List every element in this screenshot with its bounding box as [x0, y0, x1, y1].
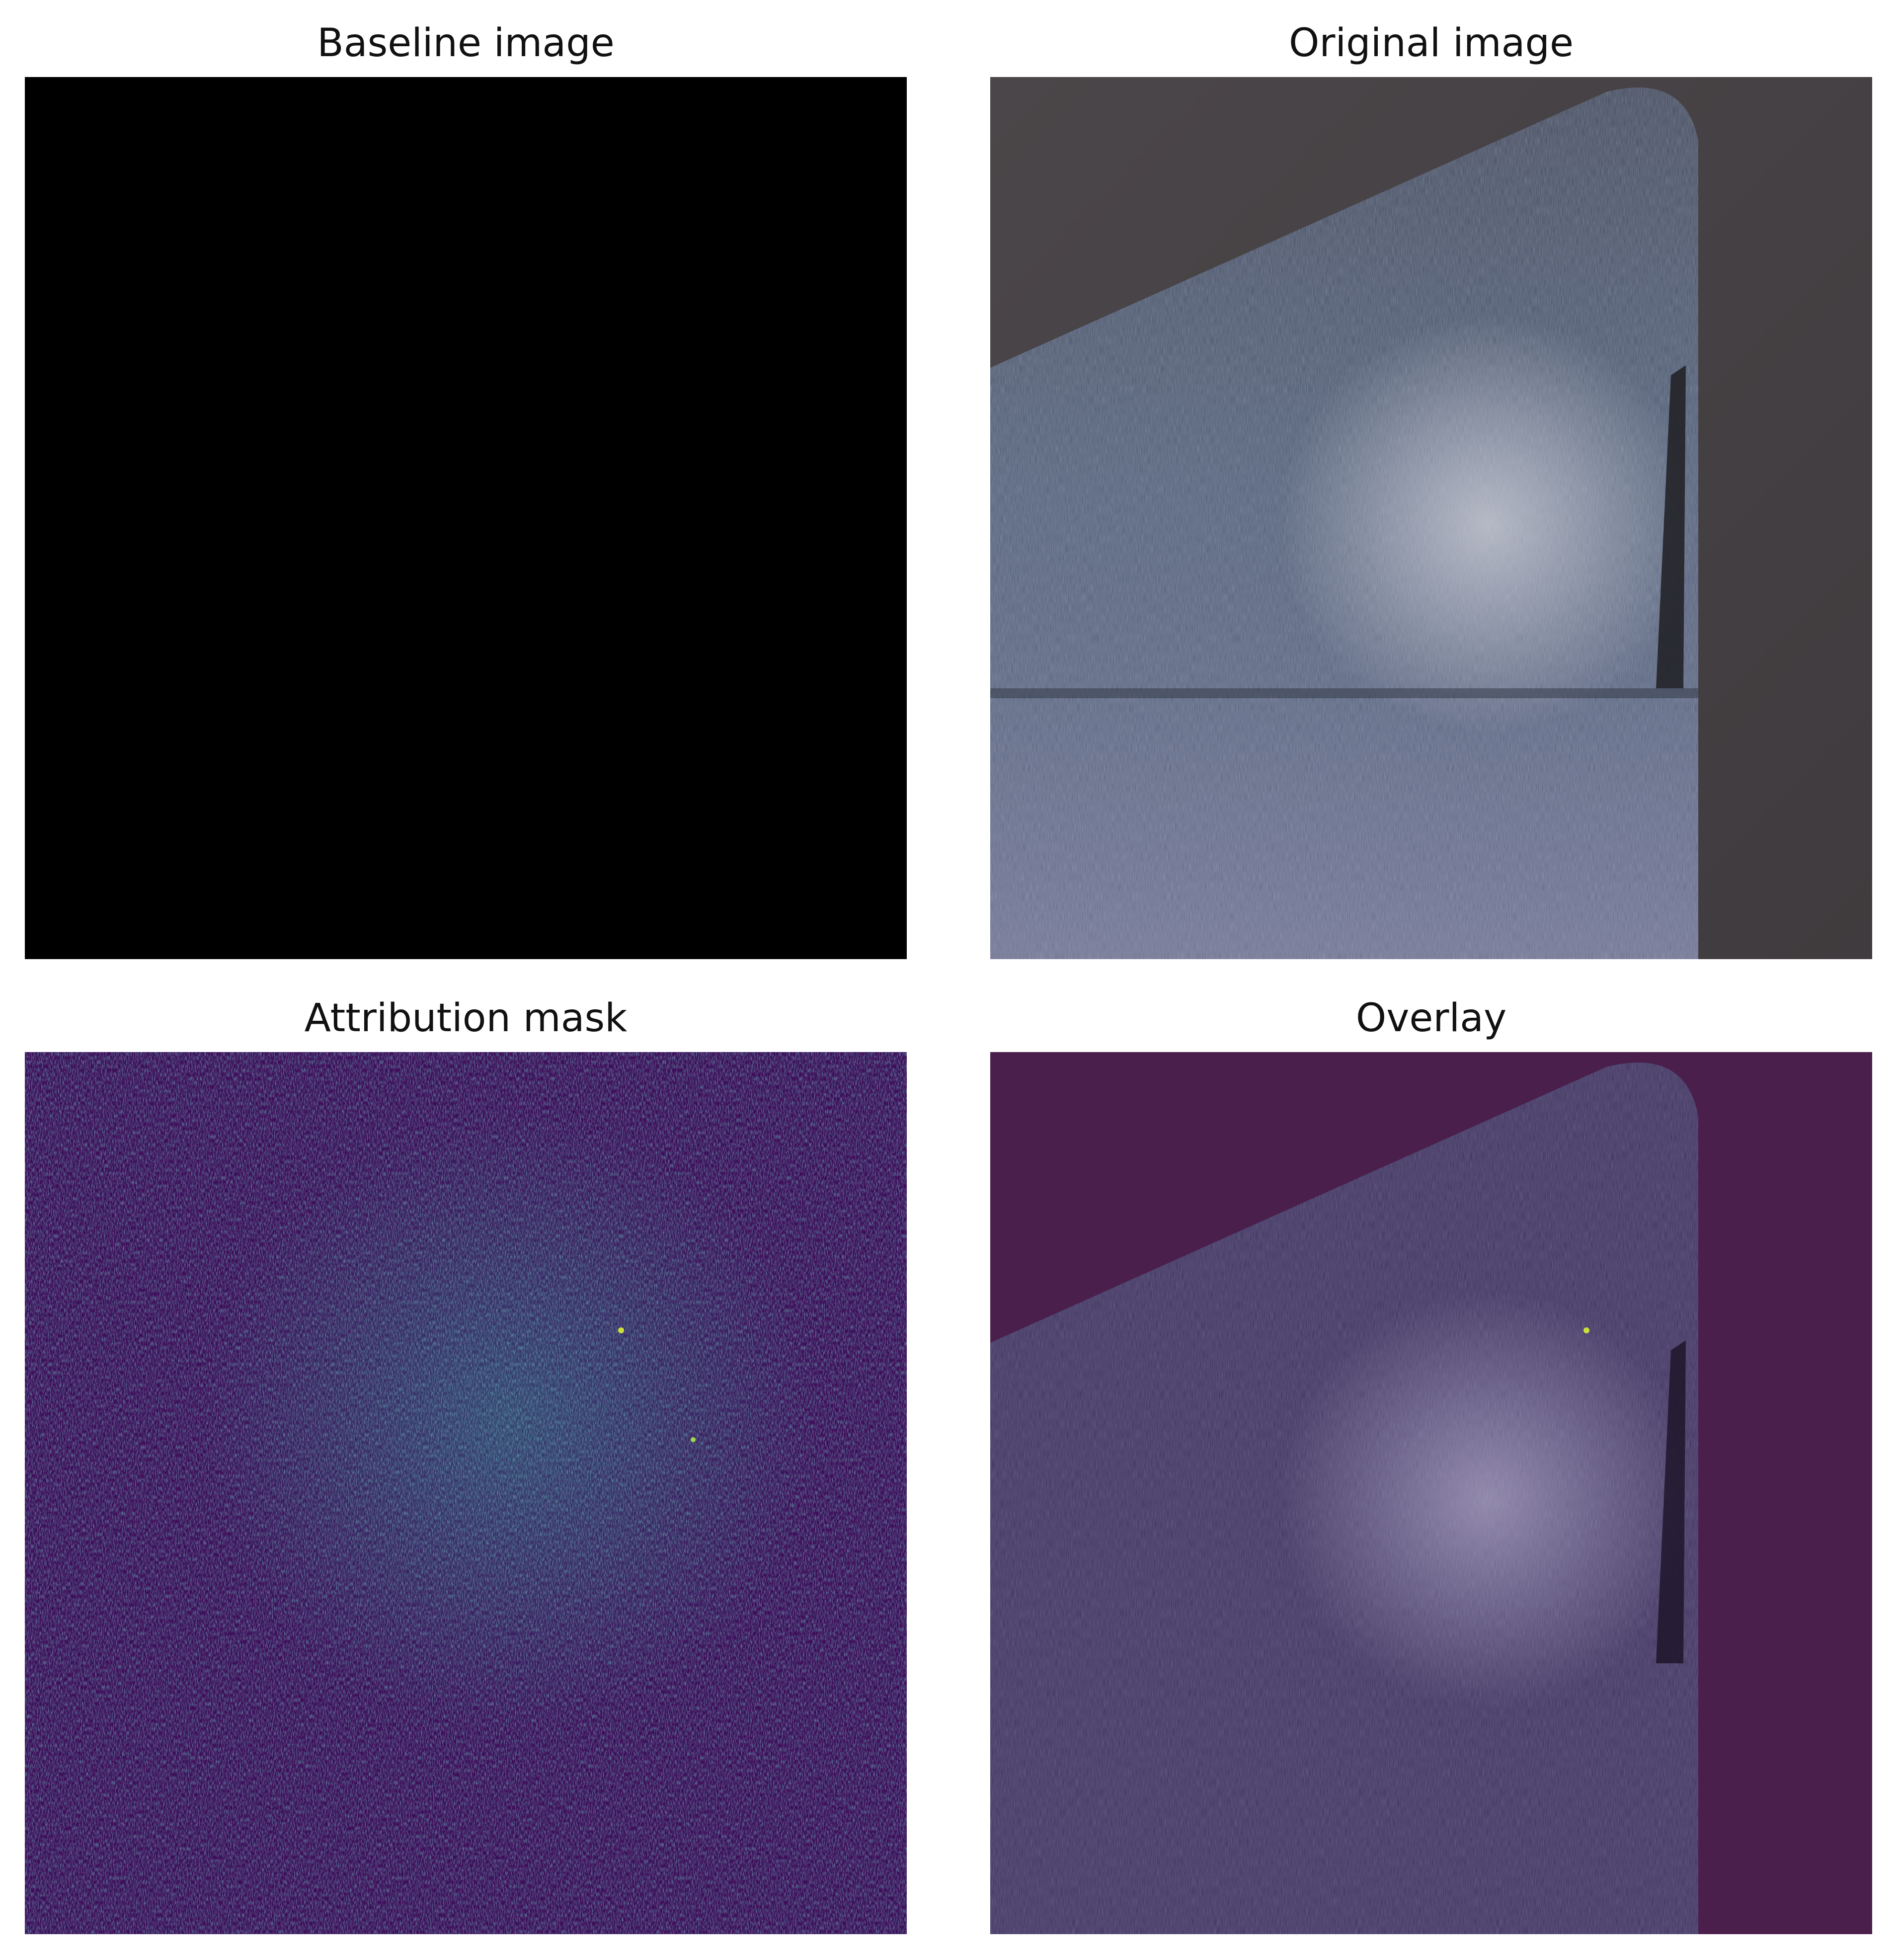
overlay-image [990, 1052, 1872, 1934]
attribution-mask [25, 1052, 907, 1934]
overlay-title: Overlay [1355, 996, 1507, 1041]
original-title: Original image [1289, 21, 1574, 66]
original-image [990, 77, 1872, 959]
baseline-image [25, 77, 907, 959]
attribution-title: Attribution mask [304, 996, 628, 1041]
baseline-title: Baseline image [317, 21, 615, 66]
